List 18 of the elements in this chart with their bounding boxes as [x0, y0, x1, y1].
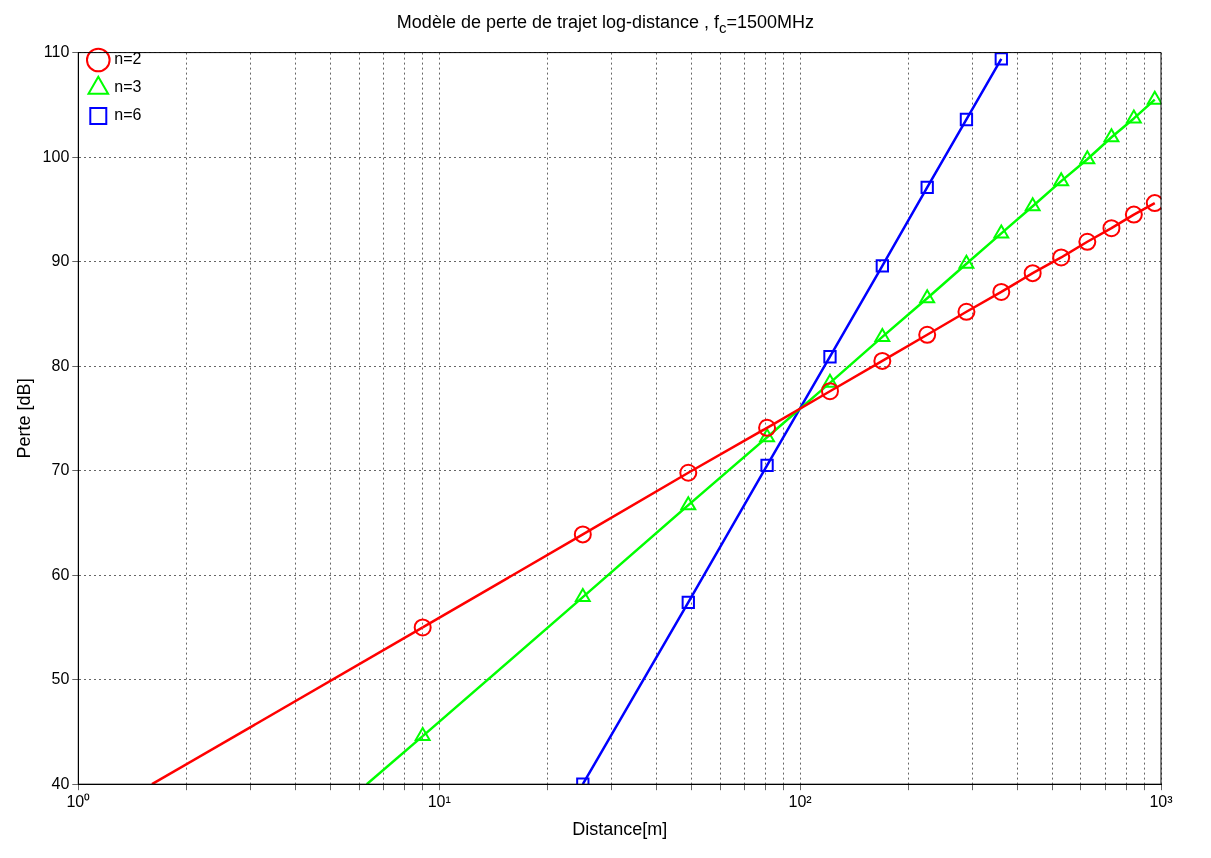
y-tick-label: 90	[51, 252, 70, 270]
x-axis-title: Distance[m]	[572, 819, 668, 840]
chart-title: Modèle de perte de trajet log-distance , f$_{c}$=1500MHz	[395, 11, 816, 38]
legend-label: n=3	[114, 78, 142, 96]
legend-label: n=6	[114, 106, 142, 124]
y-tick-label: 80	[51, 356, 70, 374]
x-tick-label: 10³	[1149, 793, 1174, 811]
y-tick-label: 70	[51, 461, 70, 479]
x-tick-label: 10¹	[427, 793, 451, 811]
y-tick-label: 60	[51, 565, 70, 583]
x-tick-label: 10⁰	[66, 793, 91, 811]
y-tick-label: 110	[43, 43, 70, 61]
y-tick-label: 50	[51, 670, 70, 688]
legend-label: n=2	[114, 50, 142, 68]
y-axis-title: Perte [dB]	[13, 378, 34, 459]
y-tick-label: 100	[42, 147, 70, 165]
y-tick-label: 40	[51, 774, 70, 792]
x-tick-label: 10²	[788, 793, 813, 811]
